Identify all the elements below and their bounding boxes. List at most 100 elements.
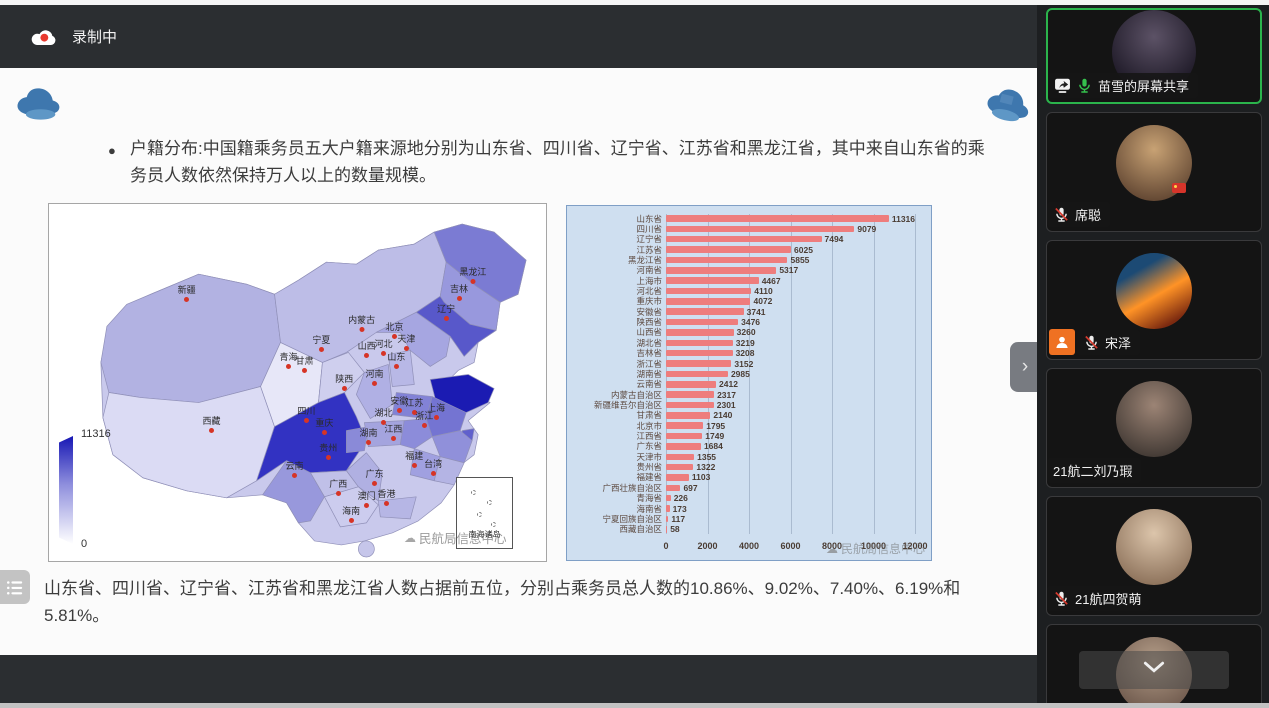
sidebar-collapse-button[interactable]: › (1010, 342, 1040, 392)
chart-value-label: 11316 (891, 213, 915, 224)
slide-bullet-paragraph: ● 户籍分布:中国籍乘务员五大户籍来源地分别为山东省、四川省、辽宁省、江苏省和黑… (108, 136, 992, 190)
chart-category-label: 甘肃省 (636, 410, 662, 421)
chart-bar (666, 484, 681, 492)
scroll-more-button[interactable] (1079, 651, 1229, 689)
map-city-dot (209, 428, 215, 434)
chart-bar-track: 3219 (666, 338, 915, 348)
chart-bar (666, 453, 695, 461)
bar-chart-figure: 山东省 11316 四川省 9079 辽宁省 7494 江苏省 6025 黑龙江省 5855 河南省… (566, 205, 932, 561)
chart-category-label: 宁夏回族自治区 (602, 513, 662, 524)
participant-label-row: 21航四贺萌 (1047, 586, 1151, 611)
chart-value-label: 2317 (717, 389, 736, 400)
chart-value-label: 1795 (706, 420, 726, 431)
map-province-label: 河北 (374, 339, 392, 356)
participant-tile[interactable]: 苗雪的屏幕共享 (1046, 8, 1262, 104)
chart-value-label: 1684 (703, 441, 723, 452)
chart-bar-track: 173 (666, 504, 915, 514)
x-tick-label: 0 (663, 541, 669, 551)
slide-footer-paragraph: 山东省、四川省、辽宁省、江苏省和黑龙江省人数占据前五位，分别占乘务员总人数的10… (44, 579, 961, 625)
chart-bar-track: 6025 (666, 245, 915, 255)
participant-name-label: 21航四贺萌 (1047, 586, 1151, 611)
map-province-label: 黑龙江 (459, 266, 487, 284)
map-province-label: 青海 (280, 353, 298, 370)
map-province-name: 甘肃 (295, 355, 314, 366)
chart-bar-track: 1795 (666, 421, 915, 431)
map-province-label: 北京 (385, 322, 403, 339)
map-city-dot (470, 278, 476, 284)
chart-value-label: 7494 (824, 234, 844, 245)
window-bottom-edge (0, 703, 1269, 708)
map-city-dot (364, 352, 370, 358)
map-city-dot (393, 363, 399, 369)
participant-list: 苗雪的屏幕共享 席聪宋泽 21航二刘乃瑕 21航四贺萌 (1046, 8, 1262, 708)
participant-label-row: 21航二刘乃瑕 (1047, 458, 1142, 483)
chart-category-label: 广西壮族自治区 (602, 482, 662, 493)
chart-category-label: 安徽省 (636, 306, 662, 317)
chart-bar-row: 河北省 4110 (574, 286, 915, 296)
participant-tile[interactable]: 21航四贺萌 (1046, 496, 1262, 616)
participant-tile[interactable] (1046, 624, 1262, 708)
map-city-dot (443, 315, 449, 321)
chart-bar-track: 7494 (666, 234, 915, 244)
map-province-name: 山西 (357, 340, 376, 351)
chart-bar-row: 湖北省 3219 (574, 338, 915, 348)
chart-bar-track: 11316 (666, 214, 915, 224)
chart-x-axis: 0 2000 4000 6000 8000 10000 12000 (663, 541, 927, 555)
chart-bar-row: 青海省 226 (574, 493, 915, 503)
chart-bar-row: 广西壮族自治区 697 (574, 482, 915, 493)
chart-value-label: 5855 (790, 254, 810, 265)
chart-value-label: 4072 (753, 296, 773, 307)
map-province-name: 浙江 (415, 411, 434, 422)
chart-bar (666, 215, 889, 222)
chart-bar-track: 226 (666, 493, 915, 503)
map-city-dot (380, 350, 386, 356)
chart-bar-row: 河南省 5317 (574, 265, 915, 275)
chart-value-label: 2140 (713, 410, 733, 421)
map-province-name: 黑龙江 (459, 266, 487, 277)
chart-bar-row: 宁夏回族自治区 117 (574, 513, 915, 524)
participant-name-label: 席聪 (1047, 202, 1111, 227)
chevron-right-icon: › (1021, 356, 1029, 377)
map-province-name: 湖南 (359, 428, 378, 439)
map-province-label: 天津 (397, 334, 415, 351)
chart-bar-track: 1103 (666, 472, 915, 482)
map-city-dot (372, 380, 378, 386)
map-province-name: 安徽 (390, 396, 409, 407)
chart-category-label: 新疆维吾尔自治区 (593, 399, 662, 410)
chart-category-label: 北京市 (636, 420, 662, 431)
recording-indicator: 录制中 (30, 25, 117, 48)
map-province-label: 甘肃 (295, 355, 314, 373)
map-legend-max: 11316 (81, 428, 111, 440)
map-province-label: 贵州 (319, 444, 337, 461)
chart-bar-track: 58 (666, 524, 915, 534)
x-tick-label: 8000 (821, 541, 843, 551)
chart-bar-row: 云南省 2412 (574, 379, 915, 389)
chart-bar (666, 277, 759, 284)
gridline (915, 214, 916, 534)
participant-name: 21航二刘乃瑕 (1053, 464, 1133, 479)
map-city-dot (411, 410, 417, 416)
map-city-dot (321, 430, 327, 436)
chart-bar (666, 298, 751, 305)
chart-bar-row: 安徽省 3741 (574, 306, 915, 317)
participant-tile[interactable]: 席聪 (1046, 112, 1262, 232)
chart-bar (666, 422, 704, 429)
participant-name-label: 宋泽 (1077, 330, 1141, 355)
map-city-dot (303, 418, 309, 424)
chart-bar-row: 海南省 173 (574, 504, 915, 514)
participant-tile[interactable]: 宋泽 (1046, 240, 1262, 360)
map-province-name: 湖北 (374, 408, 393, 419)
chart-category-label: 山西省 (636, 327, 662, 338)
x-tick-label: 4000 (738, 541, 760, 551)
host-badge-icon (1049, 329, 1075, 355)
chart-bar-row: 贵州省 1322 (574, 462, 915, 472)
mic-on-icon (1076, 77, 1093, 94)
map-province-label: 浙江 (415, 411, 434, 429)
participant-name-label: 苗雪的屏幕共享 (1048, 73, 1199, 98)
bullet-text: 户籍分布:中国籍乘务员五大户籍来源地分别为山东省、四川省、辽宁省、江苏省和黑龙江… (130, 139, 985, 185)
map-province-label: 四川 (297, 407, 315, 424)
participant-tile[interactable]: 21航二刘乃瑕 (1046, 368, 1262, 488)
mic-muted-icon (1083, 334, 1100, 351)
outline-button[interactable] (0, 570, 30, 604)
map-province-label: 广西 (329, 480, 347, 497)
